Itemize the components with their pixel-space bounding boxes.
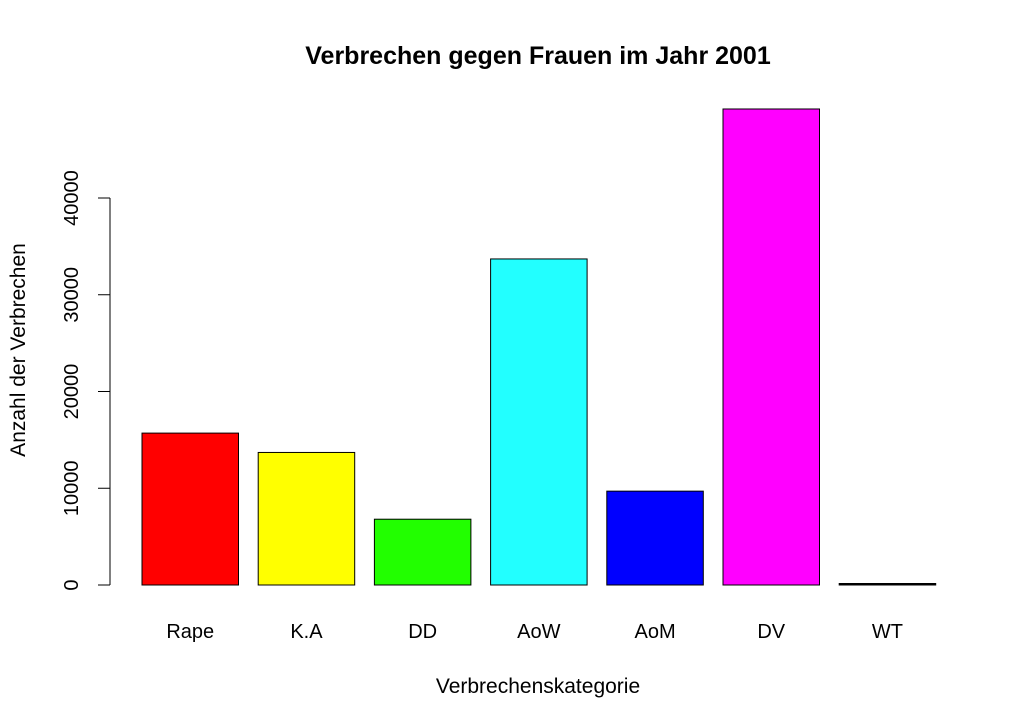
bar-dd	[373, 518, 472, 586]
x-tick-label: K.A	[290, 621, 323, 643]
x-tick-label: AoM	[634, 621, 675, 643]
y-tick-label: 10000	[61, 460, 83, 516]
y-axis: 0 10000 20000 30000 40000	[61, 170, 111, 591]
y-tick-label: 20000	[61, 364, 83, 420]
bar-wt	[838, 583, 937, 586]
x-tick-label: AoW	[517, 621, 560, 643]
bars-group	[141, 108, 937, 586]
bar-k-a	[257, 451, 356, 586]
bar-rape	[141, 432, 239, 586]
x-tick-label: DD	[408, 621, 437, 643]
y-tick-label: 30000	[61, 267, 83, 323]
bar-aow	[490, 258, 588, 586]
category-labels: Rape K.A DD AoW AoM DV WT	[166, 621, 903, 643]
x-tick-label: Rape	[166, 621, 214, 643]
bar-aom	[606, 490, 704, 586]
y-tick-label: 0	[61, 579, 83, 590]
y-axis-label: Anzahl der Verbrechen	[7, 243, 30, 457]
x-tick-label: WT	[872, 621, 903, 643]
bar-dv	[722, 108, 820, 586]
x-tick-label: DV	[757, 621, 785, 643]
chart-title: Verbrechen gegen Frauen im Jahr 2001	[305, 42, 771, 70]
y-tick-label: 40000	[61, 170, 83, 226]
x-axis-label: Verbrechenskategorie	[436, 675, 640, 698]
